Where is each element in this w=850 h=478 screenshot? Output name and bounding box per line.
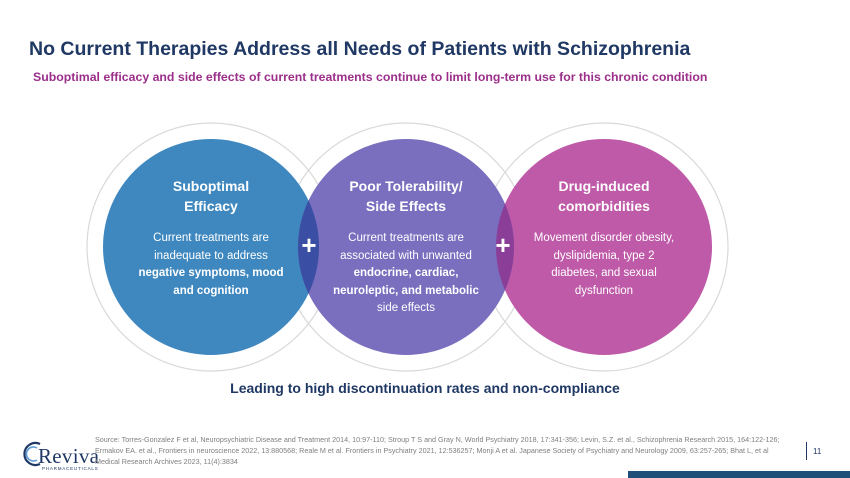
circle-1-title: Suboptimal Efficacy	[136, 176, 286, 216]
circle-1-body-bold: negative symptoms, mood and cognition	[138, 267, 284, 297]
circle-1-body-text: Current treatments are inadequate to add…	[153, 232, 269, 262]
slide-subtitle: Suboptimal efficacy and side effects of …	[33, 70, 708, 84]
logo-tagline: PHARMACEUTICALS	[42, 466, 99, 471]
circle-2-body-post: side effects	[377, 302, 435, 314]
circle-suboptimal-efficacy	[103, 139, 319, 355]
circle-3-title-line2: comorbidities	[558, 198, 650, 214]
footer-bar	[628, 471, 850, 478]
circle-2-body-bold: endocrine, cardiac, neuroleptic, and met…	[333, 267, 479, 297]
circle-1-title-line2: Efficacy	[184, 198, 238, 214]
circle-2-title-line2: Side Effects	[365, 198, 447, 214]
page-number: 11	[813, 447, 822, 456]
plus-left-icon: +	[301, 230, 317, 260]
circle-2-body: Current treatments are associated with u…	[331, 230, 481, 318]
circle-1-text: Suboptimal Efficacy Current treatments a…	[136, 176, 286, 300]
slide-title: No Current Therapies Address all Needs o…	[29, 38, 691, 60]
circle-2-text: Poor Tolerability/ Side Effects Current …	[331, 176, 481, 318]
reviva-logo-icon	[23, 441, 41, 467]
circle-2-title-line1: Poor Tolerability/	[349, 178, 463, 194]
plus-right-icon: +	[495, 230, 511, 260]
logo-wordmark: Reviva	[38, 444, 100, 468]
circle-2-title: Poor Tolerability/ Side Effects	[331, 176, 481, 216]
circle-drug-induced-comorbidities	[298, 139, 514, 355]
circle-3-text: Drug-induced comorbidities Movement diso…	[529, 176, 679, 300]
circle-3-body: Movement disorder obesity, dyslipidemia,…	[529, 230, 679, 300]
circle-3-body-text: Movement disorder obesity, dyslipidemia,…	[533, 232, 675, 297]
footer-divider	[806, 442, 807, 460]
circle-1-title-line1: Suboptimal	[172, 178, 250, 194]
circle-2-body-text: Current treatments are associated with u…	[340, 232, 472, 262]
circle-1-body: Current treatments are inadequate to add…	[136, 230, 286, 300]
conclusion-text: Leading to high discontinuation rates an…	[230, 380, 620, 396]
circle-poor-tolerability	[496, 139, 712, 355]
circle-3-title: Drug-induced comorbidities	[529, 176, 679, 216]
source-citation: Source: Torres-Gonzalez F et al, Neurops…	[95, 435, 780, 466]
circle-3-title-line1: Drug-induced	[558, 178, 650, 194]
